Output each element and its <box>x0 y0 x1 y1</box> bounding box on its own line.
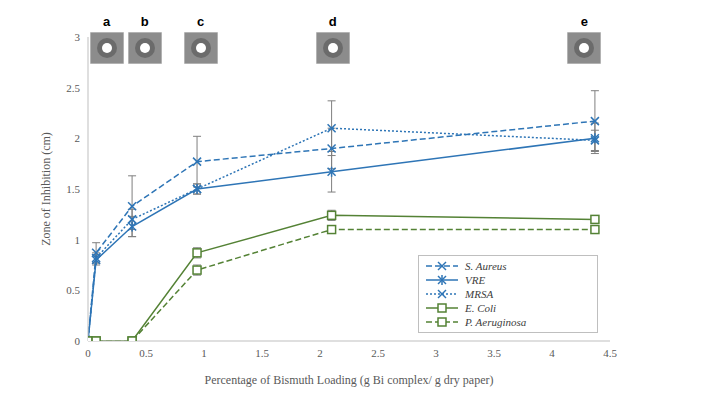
html-text:a: a <box>102 14 111 29</box>
svg-text:Percentage of Bismuth Loading: Percentage of Bismuth Loading (g Bi comp… <box>205 373 494 387</box>
svg-text:1.5: 1.5 <box>255 347 269 359</box>
svg-text:1: 1 <box>201 347 207 359</box>
html-text:e: e <box>580 14 589 29</box>
svg-text:Zone of Inhibition (cm): Zone of Inhibition (cm) <box>39 132 53 246</box>
svg-text:2: 2 <box>317 347 323 359</box>
svg-text:4.5: 4.5 <box>603 347 617 359</box>
svg-text:2.5: 2.5 <box>66 82 80 94</box>
html-text:c: c <box>196 14 205 29</box>
svg-text:0.5: 0.5 <box>66 284 80 296</box>
svg-text:3: 3 <box>433 347 439 359</box>
svg-text:0.5: 0.5 <box>139 347 153 359</box>
html-text:b: b <box>140 14 149 29</box>
svg-text:1.5: 1.5 <box>66 183 80 195</box>
html-text:MRSA: MRSA <box>465 288 494 300</box>
svg-text:1: 1 <box>75 234 81 246</box>
svg-text:0: 0 <box>85 347 91 359</box>
html-text:E. Coli: E. Coli <box>465 302 497 314</box>
svg-text:0: 0 <box>75 335 81 347</box>
svg-text:2: 2 <box>75 132 81 144</box>
html-text:VRE: VRE <box>465 274 486 286</box>
html-text:S. Aureus: S. Aureus <box>465 260 507 272</box>
svg-text:4: 4 <box>549 347 555 359</box>
svg-text:2.5: 2.5 <box>371 347 385 359</box>
html-text:d: d <box>328 14 337 29</box>
svg-text:3.5: 3.5 <box>487 347 501 359</box>
svg-text:3: 3 <box>75 31 81 43</box>
html-text:P. Aeruginosa: P. Aeruginosa <box>465 316 527 328</box>
